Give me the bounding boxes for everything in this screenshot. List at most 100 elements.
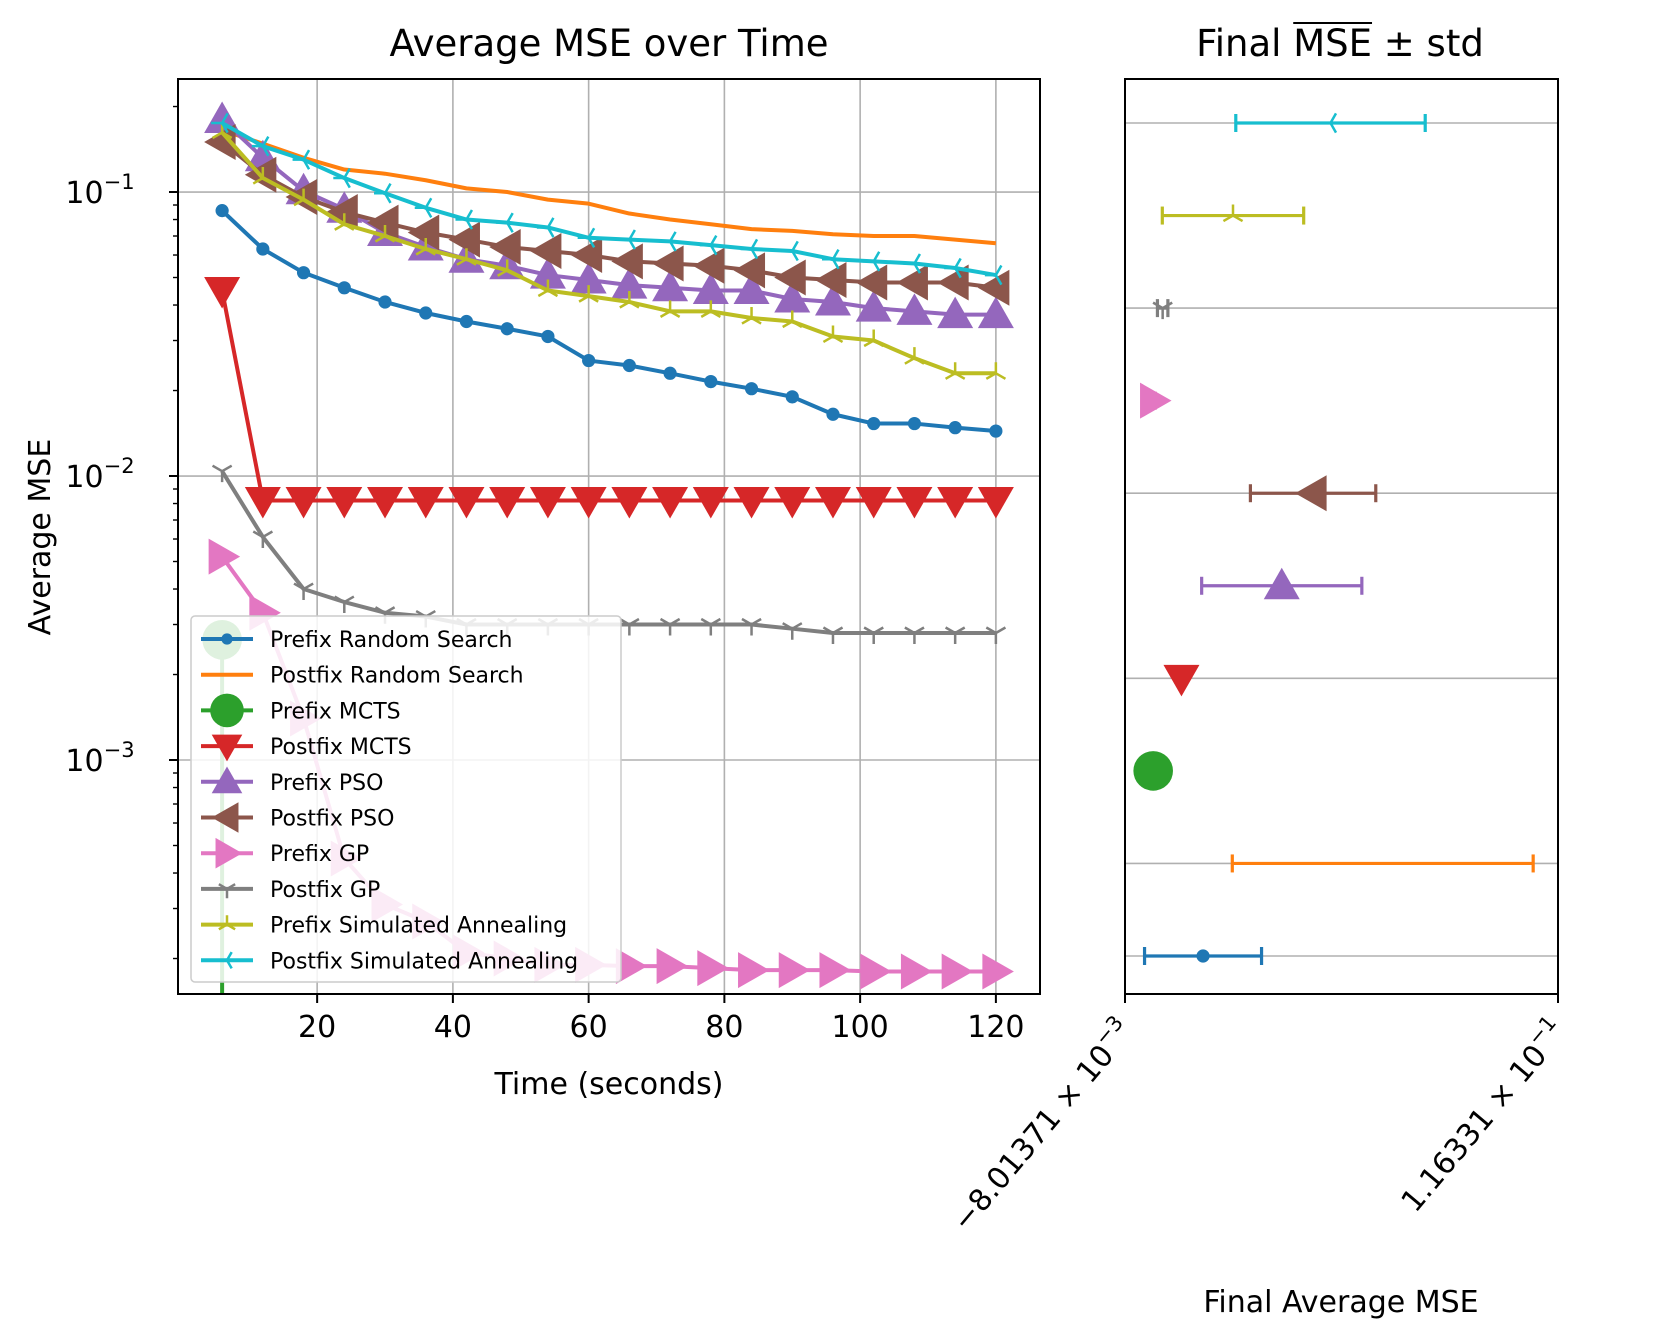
right-title-suffix: ± std xyxy=(1372,22,1484,65)
data-point xyxy=(822,626,844,645)
legend-item-prefix-mcts: Prefix MCTS xyxy=(201,693,401,728)
legend-swatch-marker xyxy=(210,693,244,728)
legend-item-postfix-random-search: Postfix Random Search xyxy=(201,664,524,689)
right-x-axis-label: Final Average MSE xyxy=(1203,1285,1478,1320)
data-point xyxy=(459,314,474,329)
left-x-tick-label: 120 xyxy=(967,1010,1024,1045)
data-point xyxy=(700,300,722,318)
errorbar-mean-marker xyxy=(1222,204,1244,223)
right-plot-frame xyxy=(1124,78,1559,995)
series-prefix-random-search xyxy=(215,204,1003,438)
data-point xyxy=(529,232,562,269)
data-point xyxy=(496,259,518,277)
data-point xyxy=(692,272,729,305)
errorbar-mean-marker xyxy=(1133,751,1173,791)
data-point xyxy=(211,112,229,134)
left-y-axis-label: Average MSE xyxy=(23,439,58,636)
data-point xyxy=(904,626,925,645)
data-point xyxy=(692,486,729,519)
data-point xyxy=(407,214,440,251)
data-point xyxy=(822,325,844,344)
data-point xyxy=(855,264,888,301)
data-point xyxy=(907,416,922,431)
left-x-tick-label: 60 xyxy=(570,1010,608,1045)
data-point xyxy=(652,486,689,519)
legend-item-postfix-mcts: Postfix MCTS xyxy=(201,734,412,762)
data-point xyxy=(296,266,311,280)
legend-item-prefix-simulated-annealing: Prefix Simulated Annealing xyxy=(201,914,567,939)
data-point xyxy=(622,358,636,373)
data-point xyxy=(378,295,392,309)
data-point xyxy=(529,257,566,289)
data-point xyxy=(285,486,322,519)
data-point xyxy=(415,238,436,256)
errorbar-postfix-simulated-annealing xyxy=(1234,112,1427,134)
data-point xyxy=(215,204,229,218)
right-title-prefix: Final xyxy=(1196,22,1293,65)
left-y-tick-label: 10−1 xyxy=(65,170,134,211)
left-chart: Average MSE over Time 20 40 60 80 100 120 10−… xyxy=(23,22,1041,1102)
data-point xyxy=(204,101,241,134)
data-point xyxy=(985,626,1007,645)
legend-item-postfix-gp: Postfix GP xyxy=(201,878,380,903)
data-point xyxy=(896,293,933,325)
data-point xyxy=(863,626,884,645)
data-point xyxy=(244,486,281,519)
data-point xyxy=(977,269,1010,306)
data-point xyxy=(985,362,1007,380)
legend: Prefix Random Search Postfix Random Searc… xyxy=(190,615,622,983)
errorbar-prefix-random-search xyxy=(1142,947,1264,965)
data-point xyxy=(541,329,555,344)
data-point xyxy=(984,264,1003,286)
errorbar-prefix-mcts xyxy=(1133,751,1173,791)
data-point xyxy=(659,231,677,252)
left-y-ticks: 10−1 10−2 10−3 xyxy=(65,105,178,960)
data-point xyxy=(774,486,811,519)
data-point xyxy=(948,421,962,435)
data-point xyxy=(615,948,648,985)
data-point xyxy=(740,238,759,260)
data-point xyxy=(326,194,358,231)
data-point xyxy=(738,952,770,989)
data-point xyxy=(293,582,314,601)
data-point xyxy=(656,948,689,985)
legend-swatch-marker xyxy=(217,951,233,970)
data-point xyxy=(337,281,351,295)
data-point xyxy=(419,306,433,320)
data-point xyxy=(251,135,270,157)
data-point xyxy=(937,264,969,301)
data-point xyxy=(537,279,559,298)
data-point xyxy=(814,486,851,519)
data-point xyxy=(741,307,762,325)
legend-item-prefix-gp: Prefix GP xyxy=(201,837,369,869)
data-point xyxy=(256,242,270,256)
errorbar-mean-marker xyxy=(1140,382,1172,419)
errorbar-mean-marker xyxy=(1163,664,1200,697)
data-point xyxy=(855,290,892,322)
data-point xyxy=(778,952,811,989)
left-chart-title: Average MSE over Time xyxy=(389,22,828,65)
data-point xyxy=(367,486,404,519)
data-point xyxy=(733,272,770,305)
left-x-tick-label: 40 xyxy=(434,1010,472,1045)
data-point xyxy=(700,617,722,636)
data-point xyxy=(903,253,922,274)
series-postfix-random-search xyxy=(221,128,997,246)
left-y-tick-label: 10−3 xyxy=(65,738,134,779)
data-point xyxy=(944,626,966,645)
data-point xyxy=(782,622,803,640)
data-point xyxy=(782,310,803,329)
data-point xyxy=(814,261,847,298)
series-line xyxy=(220,209,997,434)
data-point xyxy=(252,530,274,548)
data-point xyxy=(699,234,718,256)
data-point xyxy=(367,204,399,241)
legend-swatch-marker xyxy=(211,734,243,762)
errorbar-postfix-pso xyxy=(1248,475,1378,512)
data-point xyxy=(904,347,925,365)
data-point xyxy=(697,950,729,987)
data-point xyxy=(663,366,677,380)
data-point xyxy=(941,953,974,990)
data-point xyxy=(821,249,840,270)
series-postfix-mcts xyxy=(204,277,1014,519)
